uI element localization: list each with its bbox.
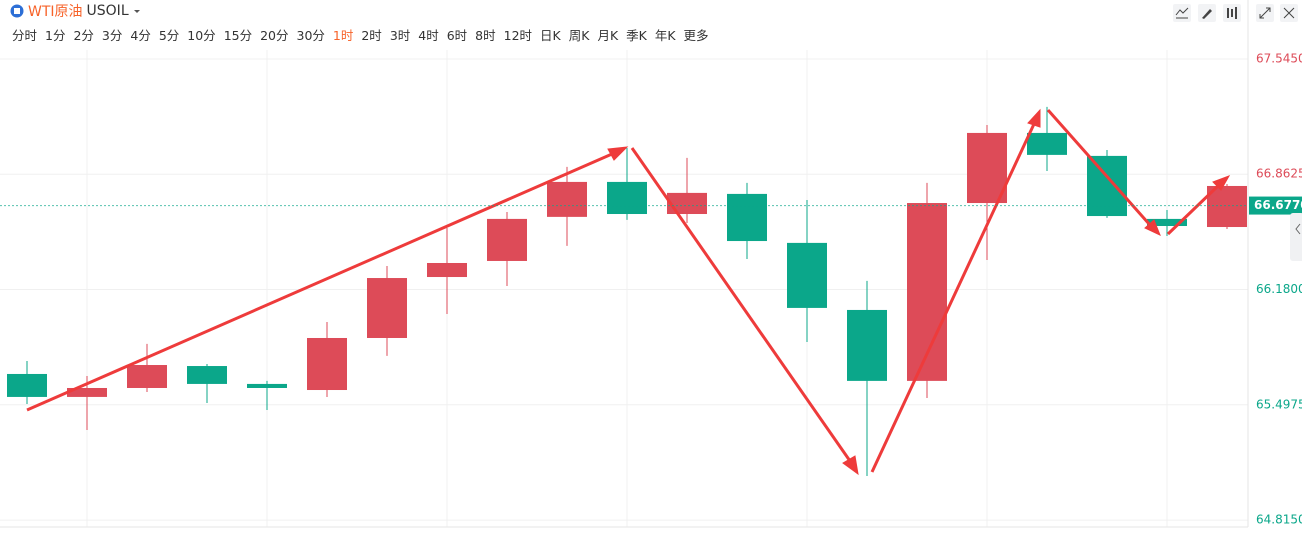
- candle-body: [1207, 185, 1247, 228]
- interval[interactable]: 30分: [296, 28, 325, 43]
- candle-body: [247, 383, 287, 388]
- interval[interactable]: 15分: [223, 28, 253, 43]
- toolbar: WTI原油 USOIL 分时 1分 2分 3分 4分 5分 10分 15分 20分 30分 1时 2时…: [0, 0, 1302, 50]
- y-tick-label: 66.1800: [1256, 282, 1302, 296]
- symbol-name: WTI原油: [28, 4, 83, 20]
- interval[interactable]: 20分: [260, 28, 289, 43]
- candle-body: [847, 309, 887, 381]
- interval[interactable]: 8时: [475, 28, 496, 43]
- candle-body: [187, 366, 227, 384]
- y-tick-label: 67.5450: [1256, 51, 1302, 65]
- current-price-label: 66.6770: [1254, 198, 1302, 212]
- interval[interactable]: 10分: [187, 28, 216, 43]
- interval[interactable]: 日K: [540, 28, 561, 43]
- interval[interactable]: 1时: [332, 28, 354, 43]
- interval[interactable]: 1分: [45, 28, 66, 43]
- candle-body: [127, 365, 167, 388]
- y-tick-label: 65.4975: [1256, 397, 1302, 411]
- interval[interactable]: 季K: [626, 28, 647, 43]
- interval[interactable]: 2分: [73, 28, 94, 43]
- y-tick-label: 66.8625: [1256, 167, 1302, 181]
- interval[interactable]: 周K: [568, 28, 590, 43]
- candle-body: [967, 132, 1007, 204]
- side-tab[interactable]: [1290, 213, 1302, 261]
- interval-bar: 分时 1分 2分 3分 4分 5分 10分 15分 20分 30分 1时 2时 3时 4时 6时 8时 12时日…: [12, 25, 709, 44]
- interval[interactable]: 月K: [597, 28, 619, 43]
- candle-body: [1087, 155, 1127, 217]
- candle-body: [607, 181, 647, 215]
- icon[interactable]: [1173, 4, 1191, 22]
- candle-body: [1147, 218, 1187, 227]
- interval[interactable]: 12时: [503, 28, 533, 43]
- interval[interactable]: 4分: [130, 28, 151, 43]
- candle-body: [907, 203, 947, 381]
- symbol-icon: [10, 4, 24, 18]
- interval[interactable]: 4时: [418, 28, 439, 43]
- candle-body: [547, 181, 587, 217]
- interval[interactable]: 3时: [389, 28, 411, 43]
- interval[interactable]: 2时: [361, 28, 382, 43]
- current-price-box: [1249, 196, 1302, 215]
- interval[interactable]: 5分: [158, 28, 180, 43]
- caret: [133, 10, 140, 13]
- interval[interactable]: 更多: [683, 28, 709, 43]
- candle-body: [667, 192, 707, 215]
- interval[interactable]: 年K: [654, 28, 676, 43]
- interval[interactable]: 6时: [446, 28, 468, 43]
- candle-body: [487, 218, 527, 261]
- interval[interactable]: 3分: [101, 28, 123, 43]
- candle-body: [367, 278, 407, 338]
- candle-body: [7, 373, 47, 397]
- candle-body: [67, 387, 107, 397]
- candle-body: [727, 193, 767, 242]
- interval[interactable]: 分时: [12, 28, 38, 43]
- tool-icons: [1173, 4, 1298, 22]
- candle-body: [1027, 132, 1067, 155]
- trend-arrows: [26, 108, 1231, 476]
- candle-body: [307, 337, 347, 391]
- symbol-selector[interactable]: WTI原油 USOIL: [10, 2, 141, 20]
- candle-body: [427, 262, 467, 278]
- candle-body: [787, 242, 827, 308]
- symbol-code: USOIL: [86, 3, 129, 19]
- y-tick-label: 64.8150: [1256, 513, 1302, 527]
